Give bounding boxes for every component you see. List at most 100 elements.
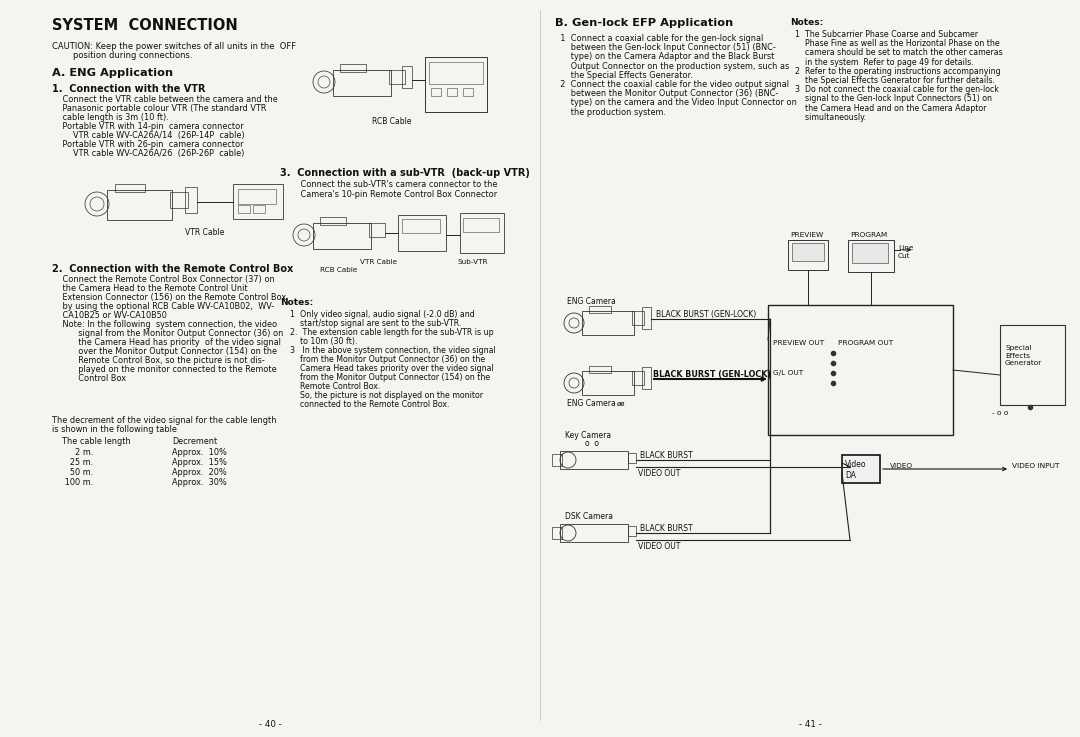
Bar — [340, 64, 366, 72]
Bar — [589, 306, 611, 313]
Text: VTR Cable: VTR Cable — [360, 259, 397, 265]
Bar — [627, 453, 636, 463]
Bar — [320, 217, 346, 225]
Text: - 41 -: - 41 - — [798, 720, 822, 729]
Text: VTR cable WV-CA26A/14  (26P-14P  cable): VTR cable WV-CA26A/14 (26P-14P cable) — [52, 131, 245, 140]
Text: 2.  Connection with the Remote Control Box: 2. Connection with the Remote Control Bo… — [52, 264, 294, 274]
Text: over the Monitor Output Connector (154) on the: over the Monitor Output Connector (154) … — [52, 347, 276, 356]
Text: Connect the sub-VTR's camera connector to the: Connect the sub-VTR's camera connector t… — [291, 180, 498, 189]
Bar — [582, 311, 634, 335]
Text: 1  The Subcarrier Phase Coarse and Subcamer: 1 The Subcarrier Phase Coarse and Subcam… — [789, 30, 978, 39]
Text: Approx.  30%: Approx. 30% — [172, 478, 227, 487]
Text: VTR Cable: VTR Cable — [185, 228, 225, 237]
Text: Connect the VTR cable between the camera and the: Connect the VTR cable between the camera… — [52, 95, 278, 104]
Bar — [402, 66, 411, 88]
Bar — [238, 189, 276, 204]
Text: in the system  Refer to page 49 for details.: in the system Refer to page 49 for detai… — [789, 57, 974, 66]
Bar — [313, 223, 372, 249]
Text: Key Camera: Key Camera — [565, 431, 611, 440]
Text: PROGRAM OUT: PROGRAM OUT — [838, 340, 893, 346]
Text: Special
Effects
Generator: Special Effects Generator — [1005, 345, 1042, 366]
Text: Decrement: Decrement — [172, 437, 217, 446]
Text: from the Monitor Output Connector (36) on the: from the Monitor Output Connector (36) o… — [280, 355, 485, 364]
Text: VIDEO OUT: VIDEO OUT — [638, 469, 680, 478]
Text: Remote Control Box, so the picture is not dis-: Remote Control Box, so the picture is no… — [52, 356, 265, 365]
Text: cable length is 3m (10 ft).: cable length is 3m (10 ft). — [52, 113, 168, 122]
Text: Portable VTR with 14-pin  camera connector: Portable VTR with 14-pin camera connecto… — [52, 122, 244, 131]
Text: RCB Cable: RCB Cable — [372, 117, 411, 126]
Bar — [792, 243, 824, 261]
Bar — [552, 527, 562, 539]
Text: VIDEO: VIDEO — [890, 463, 913, 469]
Text: ENG Camera: ENG Camera — [567, 399, 616, 408]
Text: the Special Effects Generator for further details.: the Special Effects Generator for furthe… — [789, 76, 995, 85]
Text: Approx.  20%: Approx. 20% — [172, 468, 227, 477]
Text: Portable VTR with 26-pin  camera connector: Portable VTR with 26-pin camera connecto… — [52, 140, 243, 149]
Text: the Camera Head to the Remote Control Unit: the Camera Head to the Remote Control Un… — [52, 284, 247, 293]
Text: Notes:: Notes: — [789, 18, 823, 27]
Text: signal from the Monitor Output Connector (36) on: signal from the Monitor Output Connector… — [52, 329, 283, 338]
Text: 3   In the above system connection, the video signal: 3 In the above system connection, the vi… — [280, 346, 496, 355]
Text: Video
DA: Video DA — [845, 460, 866, 480]
Bar — [552, 454, 562, 466]
Text: type) on the Camera Adaptor and the Black Burst: type) on the Camera Adaptor and the Blac… — [555, 52, 774, 61]
Text: PREVIEW: PREVIEW — [789, 232, 823, 238]
Text: øø: øø — [617, 401, 625, 407]
Text: PREVIEW OUT: PREVIEW OUT — [773, 340, 824, 346]
Text: 1  Connect a coaxial cable for the gen-lock signal: 1 Connect a coaxial cable for the gen-lo… — [555, 34, 764, 43]
Text: Camera's 10-pin Remote Control Box Connector: Camera's 10-pin Remote Control Box Conne… — [291, 189, 497, 198]
Bar — [233, 184, 283, 219]
Bar — [238, 205, 249, 213]
Bar — [561, 451, 627, 469]
Text: Remote Control Box.: Remote Control Box. — [280, 382, 380, 391]
Text: from the Monitor Output Connector (154) on the: from the Monitor Output Connector (154) … — [280, 373, 490, 382]
Bar — [561, 524, 627, 542]
Bar — [589, 366, 611, 373]
Text: G/L OUT: G/L OUT — [773, 370, 804, 376]
Text: PROGRAM: PROGRAM — [850, 232, 888, 238]
Text: type) on the camera and the Video Input Connector on: type) on the camera and the Video Input … — [555, 99, 797, 108]
Text: CAUTION: Keep the power switches of all units in the  OFF: CAUTION: Keep the power switches of all … — [52, 42, 296, 51]
Text: Sub-VTR: Sub-VTR — [458, 259, 488, 265]
Bar — [114, 184, 145, 192]
Bar — [431, 88, 441, 96]
Bar — [389, 70, 405, 84]
Text: Approx.  15%: Approx. 15% — [172, 458, 227, 467]
Text: Phase Fine as well as the Horizontal Phase on the: Phase Fine as well as the Horizontal Pha… — [789, 39, 1000, 48]
Text: CA10B25 or WV-CA10B50: CA10B25 or WV-CA10B50 — [52, 311, 167, 320]
Bar — [788, 240, 828, 270]
Text: connected to the Remote Control Box.: connected to the Remote Control Box. — [280, 400, 449, 409]
Text: 100 m.: 100 m. — [62, 478, 93, 487]
Text: BLACK BURST: BLACK BURST — [640, 451, 692, 460]
Text: Notes:: Notes: — [280, 298, 313, 307]
Text: VIDEO INPUT: VIDEO INPUT — [1012, 463, 1059, 469]
Text: So, the picture is not displayed on the monitor: So, the picture is not displayed on the … — [280, 391, 483, 400]
Bar — [170, 192, 188, 208]
Text: by using the optional RCB Cable WV-CA10B02,  WV-: by using the optional RCB Cable WV-CA10B… — [52, 302, 274, 311]
Text: between the Gen-lock Input Connector (51) (BNC-: between the Gen-lock Input Connector (51… — [555, 43, 775, 52]
Text: Note: In the following  system connection, the video: Note: In the following system connection… — [52, 320, 278, 329]
Text: ENG Camera: ENG Camera — [567, 297, 616, 306]
Text: signal to the Gen-lock Input Connectors (51) on: signal to the Gen-lock Input Connectors … — [789, 94, 993, 103]
Text: 2  Connect the coaxial cable for the video output signal: 2 Connect the coaxial cable for the vide… — [555, 80, 789, 89]
Bar — [1000, 325, 1065, 405]
Text: the Camera Head has priority  of the video signal: the Camera Head has priority of the vide… — [52, 338, 281, 347]
Text: The cable length: The cable length — [62, 437, 131, 446]
Text: 3.  Connection with a sub-VTR  (back-up VTR): 3. Connection with a sub-VTR (back-up VT… — [280, 168, 530, 178]
Text: the Special Effects Generator.: the Special Effects Generator. — [555, 71, 692, 80]
Bar — [627, 526, 636, 536]
Text: 1  Only video signal, audio signal (-2.0 dB) and: 1 Only video signal, audio signal (-2.0 … — [280, 310, 475, 319]
Bar — [399, 215, 446, 251]
Bar — [185, 187, 197, 213]
Text: Panasonic portable colour VTR (The standard VTR: Panasonic portable colour VTR (The stand… — [52, 104, 267, 113]
Text: Extension Connector (156) on the Remote Control Box: Extension Connector (156) on the Remote … — [52, 293, 286, 302]
Bar — [768, 305, 953, 435]
Text: RCB Cable: RCB Cable — [320, 267, 357, 273]
Text: simultaneously.: simultaneously. — [789, 113, 866, 122]
Text: VTR cable WV-CA26A/26  (26P-26P  cable): VTR cable WV-CA26A/26 (26P-26P cable) — [52, 149, 244, 158]
Text: SYSTEM  CONNECTION: SYSTEM CONNECTION — [52, 18, 238, 33]
Bar — [447, 88, 457, 96]
Text: VIDEO OUT: VIDEO OUT — [638, 542, 680, 551]
Bar — [369, 223, 384, 237]
Text: o  o: o o — [585, 439, 599, 448]
